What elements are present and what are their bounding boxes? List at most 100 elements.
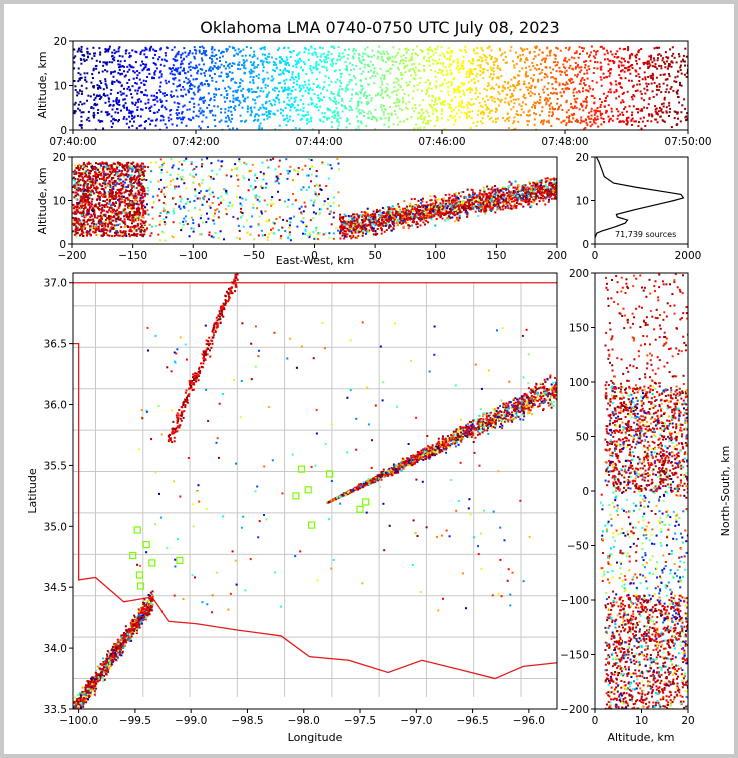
source-point (544, 73, 546, 75)
source-point (101, 178, 104, 181)
source-point (105, 203, 108, 206)
source-point (252, 98, 255, 101)
source-point (430, 87, 433, 90)
source-point (368, 94, 371, 97)
source-point (181, 62, 184, 65)
source-point (128, 213, 131, 216)
source-point (599, 45, 602, 48)
source-point (655, 88, 658, 91)
source-point (103, 223, 106, 226)
source-point (355, 93, 358, 95)
source-point (254, 91, 257, 93)
source-point (462, 84, 465, 86)
source-point (74, 179, 76, 182)
source-point (142, 168, 145, 171)
source-point (529, 94, 532, 97)
source-point (315, 103, 318, 106)
source-point (364, 48, 367, 51)
source-point (182, 86, 185, 88)
source-point (677, 96, 680, 98)
source-point (127, 203, 129, 206)
source-point (159, 98, 162, 101)
source-point (339, 85, 342, 88)
source-point (478, 101, 481, 104)
source-point (549, 51, 552, 54)
source-point (296, 83, 298, 86)
source-point (402, 219, 405, 222)
source-point (137, 164, 139, 167)
source-point (462, 89, 465, 92)
source-point (163, 64, 166, 67)
source-point (102, 200, 105, 202)
source-point (538, 48, 541, 51)
source-point (393, 102, 396, 104)
source-point (414, 66, 417, 69)
source-point (533, 123, 536, 126)
source-point (595, 53, 598, 56)
source-point (80, 76, 83, 79)
source-point (109, 219, 112, 222)
source-point (98, 204, 101, 207)
source-point (534, 107, 536, 109)
source-point (590, 51, 593, 54)
source-point (88, 232, 91, 235)
source-point (91, 208, 94, 211)
source-point (374, 232, 377, 235)
source-point (352, 55, 354, 58)
source-point (518, 82, 521, 85)
source-point (634, 120, 637, 123)
source-point (675, 80, 678, 83)
source-point (75, 181, 78, 184)
source-point (109, 215, 112, 218)
source-point (175, 69, 178, 72)
source-point (479, 64, 482, 67)
source-point (366, 230, 368, 233)
source-point (141, 200, 144, 203)
source-point (663, 98, 666, 101)
source-point (211, 109, 213, 112)
source-point (600, 45, 603, 48)
source-point (145, 56, 148, 59)
source-point (290, 76, 293, 79)
source-point (140, 167, 143, 170)
source-point (384, 217, 386, 220)
source-point (120, 189, 123, 192)
source-point (98, 85, 101, 88)
source-point (81, 173, 84, 176)
source-point (283, 100, 286, 103)
source-point (532, 103, 535, 106)
source-point (465, 207, 468, 210)
source-point (283, 86, 286, 89)
source-point (476, 59, 479, 62)
source-point (115, 230, 118, 233)
source-point (80, 124, 83, 127)
source-point (592, 55, 595, 58)
source-point (115, 202, 117, 205)
source-point (561, 70, 563, 73)
source-point (239, 78, 242, 81)
source-point (137, 219, 140, 222)
source-point (470, 72, 473, 75)
source-point (492, 70, 495, 73)
source-point (93, 171, 96, 174)
source-point (322, 120, 325, 123)
source-point (565, 69, 568, 72)
source-point (197, 90, 200, 93)
source-point (103, 209, 105, 212)
source-point (140, 207, 143, 210)
source-point (401, 88, 404, 91)
source-point (613, 55, 616, 58)
source-point (286, 62, 289, 64)
source-point (333, 96, 336, 99)
source-point (584, 66, 586, 69)
source-point (520, 108, 523, 111)
source-point (395, 61, 397, 63)
source-point (358, 108, 361, 111)
source-point (583, 60, 586, 63)
source-point (85, 175, 88, 178)
source-point (460, 211, 463, 214)
source-point (128, 115, 131, 118)
source-point (176, 124, 179, 127)
source-point (487, 62, 489, 65)
source-point (402, 62, 405, 65)
